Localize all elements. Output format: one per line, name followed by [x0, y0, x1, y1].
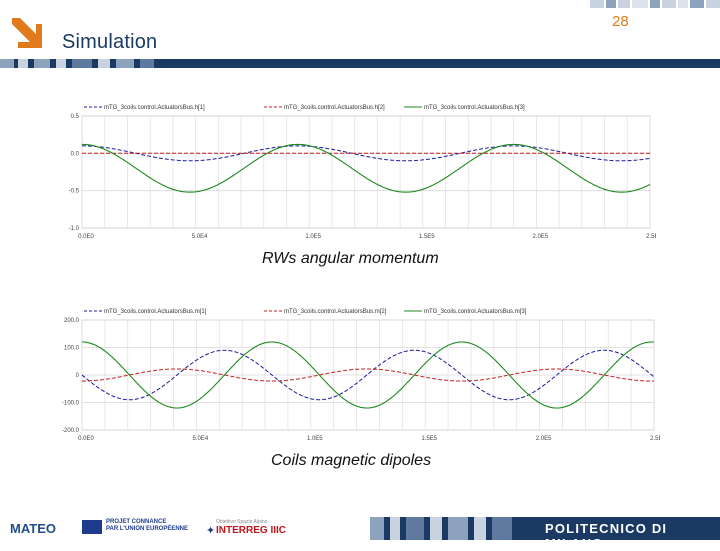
x-tick-label: 1.0E5 — [305, 234, 321, 240]
plot-area — [81, 115, 651, 229]
x-tick-label: 0.0E0 — [78, 234, 94, 240]
orange-arrow-icon — [6, 12, 46, 52]
y-tick-label: -100.0 — [62, 401, 80, 407]
y-tick-label: -0.5 — [69, 189, 80, 195]
footer-bar — [370, 517, 720, 540]
y-tick-label: -200.0 — [62, 428, 80, 434]
x-tick-label: 5.0E4 — [192, 234, 208, 240]
y-tick-label: -1.0 — [69, 226, 80, 232]
chart-rw-angular-momentum: mTG_3coils.control.ActuatorsBus.h[1] mTG_… — [56, 98, 663, 240]
university-name: POLITECNICO DI MILANO — [545, 521, 668, 551]
legend-label: mTG_3coils.control.ActuatorsBus.m[3] — [424, 309, 527, 315]
y-tick-label: 200.0 — [64, 318, 80, 324]
series-line-1 — [81, 349, 655, 401]
x-tick-label: 2.5E5 — [650, 436, 660, 442]
header-bar — [0, 59, 720, 68]
series-line-3 — [82, 143, 651, 193]
chart-coils-magnetic-dipoles: mTG_3coils.control.ActuatorsBus.m[1] mTG_… — [56, 302, 667, 442]
legend-label: mTG_3coils.control.ActuatorsBus.h[3] — [424, 105, 525, 111]
x-tick-label: 0.0E0 — [78, 436, 94, 442]
y-tick-label: 0.0 — [71, 151, 80, 157]
slide-title: Simulation — [62, 31, 158, 53]
chart-1-caption: RWs angular momentum — [262, 250, 439, 267]
chart-2-caption: Coils magnetic dipoles — [271, 452, 432, 469]
legend-label: mTG_3coils.control.ActuatorsBus.h[1] — [104, 105, 205, 111]
y-tick-label: 100.0 — [64, 346, 80, 352]
x-tick-label: 5.0E4 — [193, 436, 209, 442]
eu-text: PROJET CONNANCE PAR L'UNION EUROPÉENNE — [106, 519, 188, 533]
interreg-star-icon: ✦ — [206, 525, 216, 537]
eu-text-line-2: PAR L'UNION EUROPÉENNE — [106, 526, 188, 532]
chart-2-svg: mTG_3coils.control.ActuatorsBus.m[1] mTG_… — [62, 309, 667, 442]
x-tick-label: 2.5E5 — [646, 234, 656, 240]
legend-label: mTG_3coils.control.ActuatorsBus.m[2] — [284, 309, 387, 315]
mateo-logo: MATEO — [10, 521, 56, 536]
page-number: 28 — [612, 13, 629, 30]
series-line-3 — [82, 341, 655, 409]
y-tick-label: 0.5 — [71, 114, 80, 120]
interreg-logo: INTERREG IIIC — [216, 525, 287, 536]
y-tick-label: 0 — [76, 373, 80, 379]
x-tick-label: 2.0E5 — [533, 234, 549, 240]
legend-label: mTG_3coils.control.ActuatorsBus.h[2] — [284, 105, 385, 111]
series-line-2 — [82, 368, 654, 382]
header-decoration — [590, 0, 720, 8]
x-tick-label: 1.0E5 — [307, 436, 323, 442]
interreg-subtitle: Obiettivo Spazio Alpino — [216, 519, 268, 525]
chart-1-svg: mTG_3coils.control.ActuatorsBus.h[1] mTG_… — [69, 105, 663, 240]
x-tick-label: 1.5E5 — [419, 234, 435, 240]
legend-label: mTG_3coils.control.ActuatorsBus.m[1] — [104, 309, 207, 315]
eu-text-line-1: PROJET CONNANCE — [106, 519, 167, 525]
eu-flag-icon — [82, 520, 102, 534]
x-tick-label: 1.5E5 — [421, 436, 437, 442]
x-tick-label: 2.0E5 — [536, 436, 552, 442]
